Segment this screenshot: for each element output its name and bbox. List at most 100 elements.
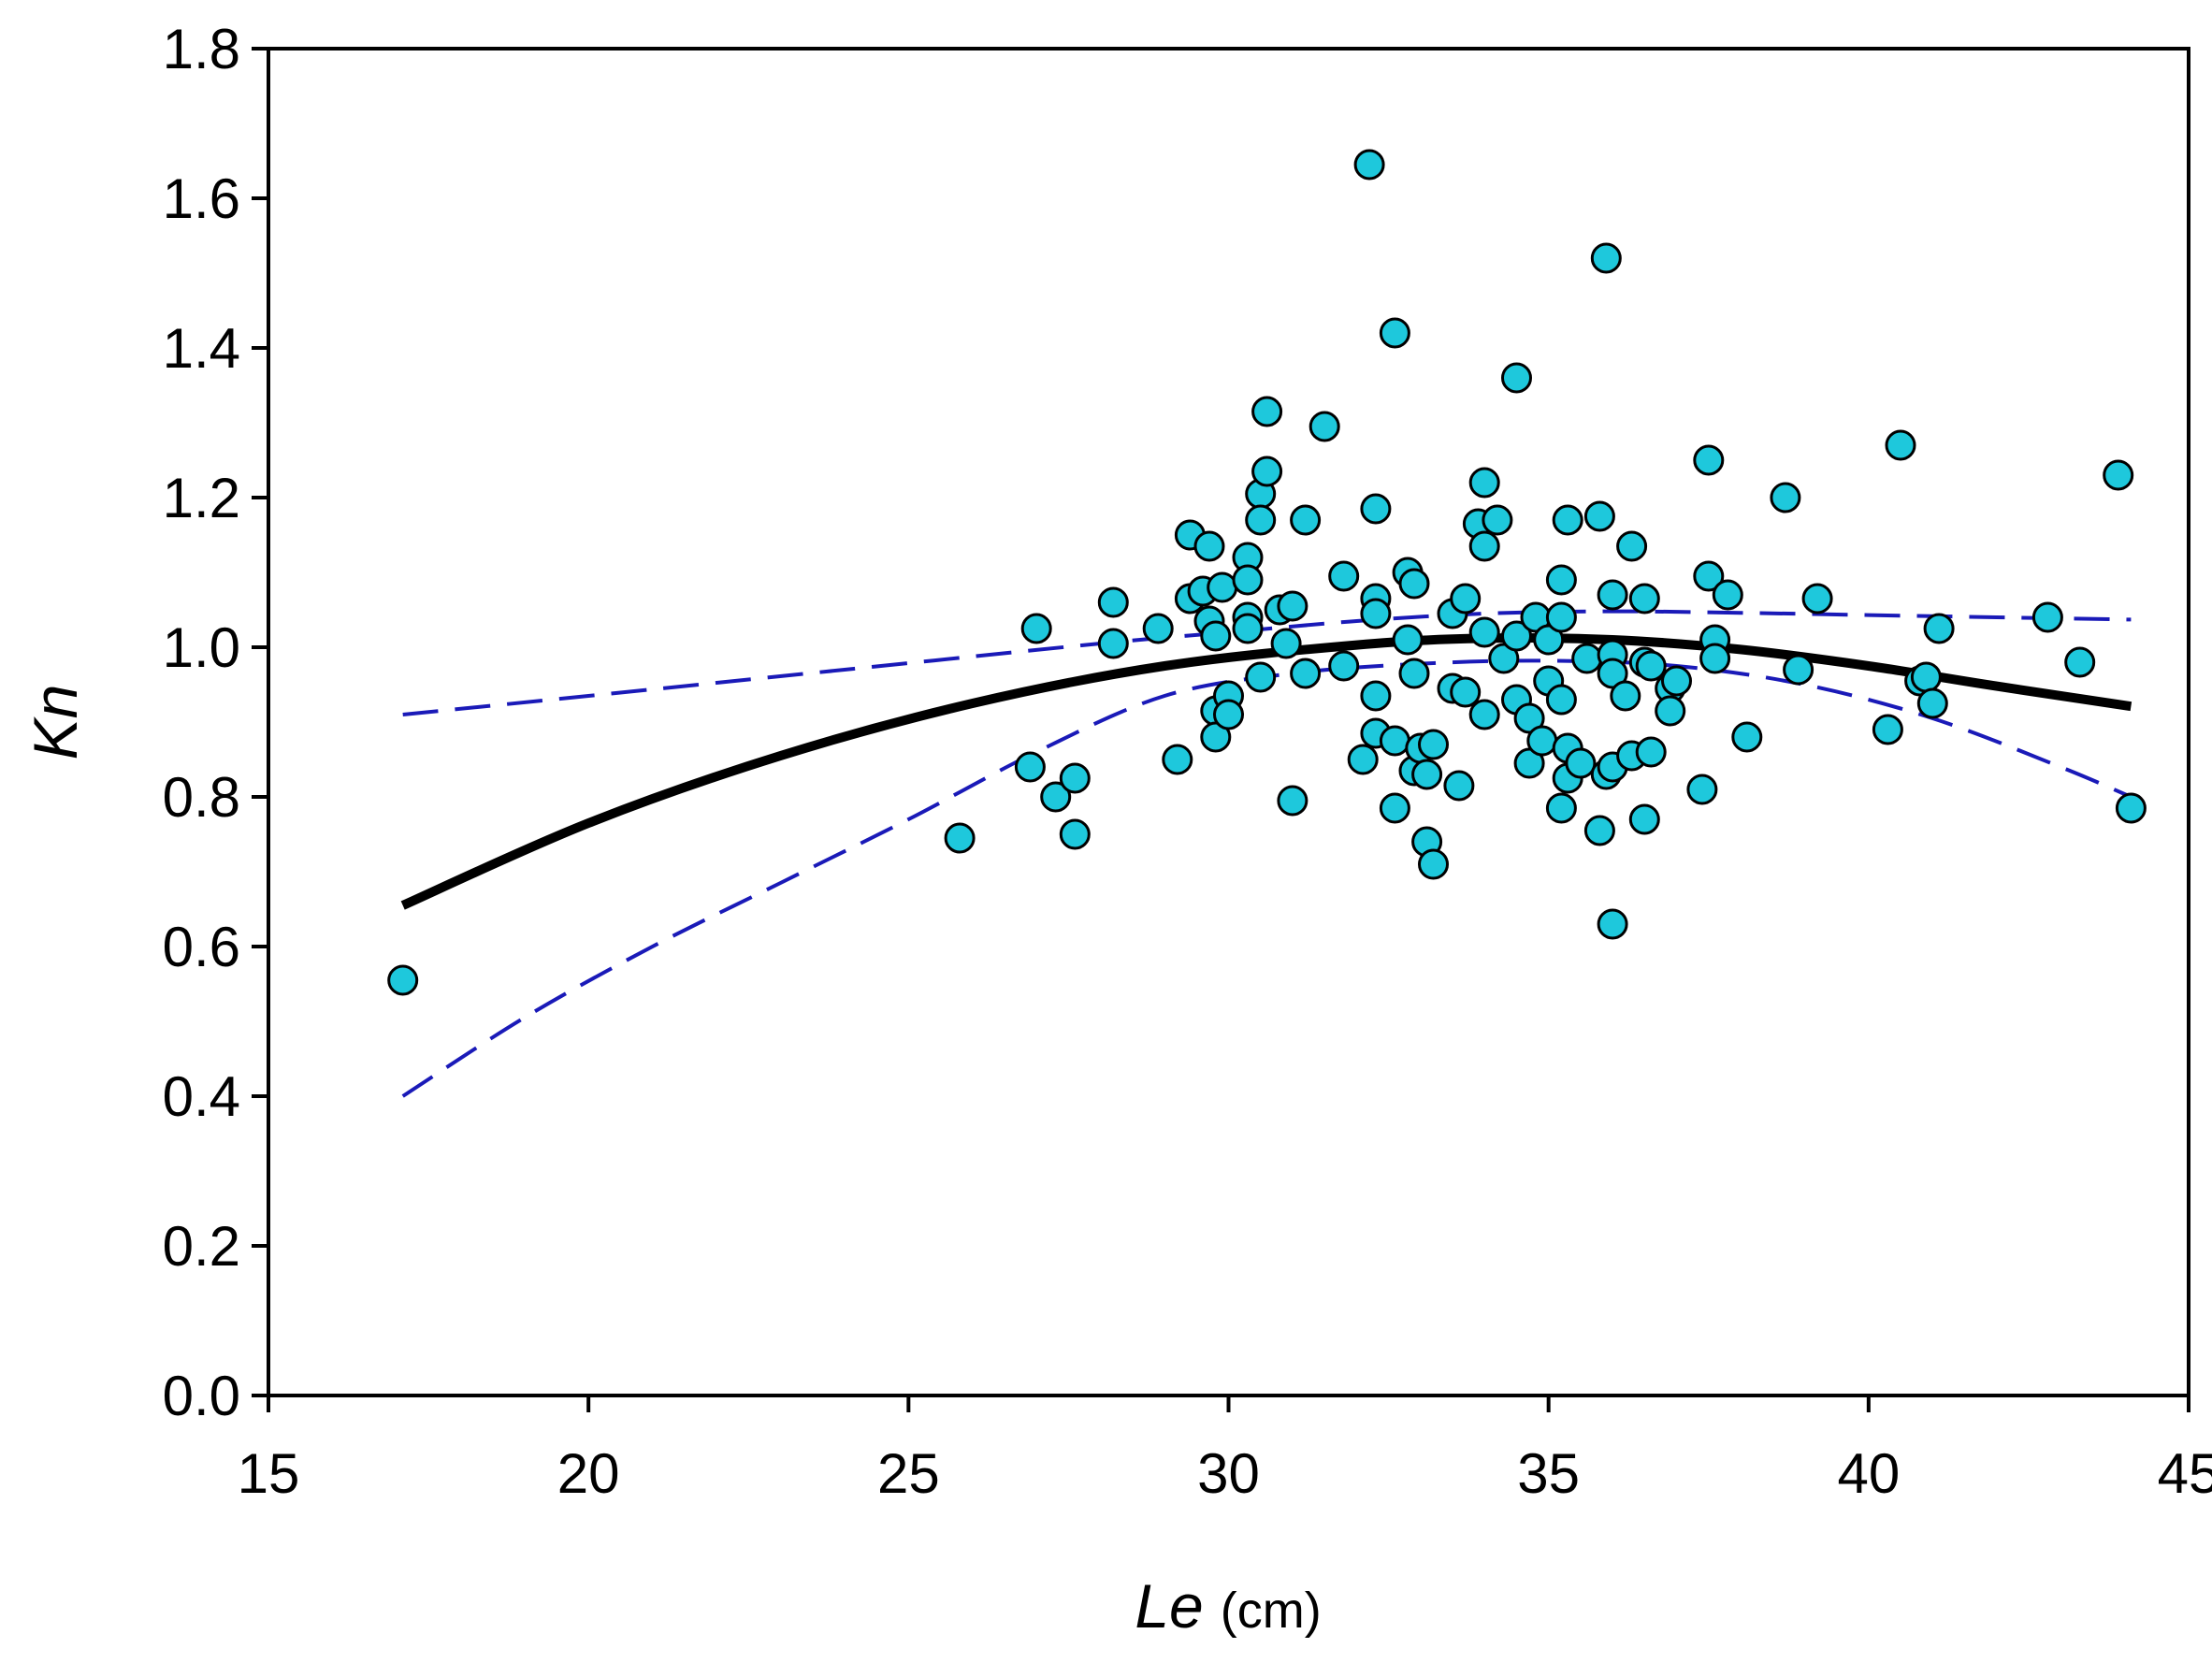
data-point — [1398, 658, 1430, 689]
data-point — [1686, 774, 1718, 805]
y-tick-label: 0.0 — [163, 1365, 240, 1427]
data-point — [1501, 362, 1532, 394]
y-tick-label: 0.6 — [163, 916, 240, 978]
data-point — [1245, 504, 1277, 536]
data-point — [1661, 665, 1692, 697]
data-point — [1251, 456, 1283, 487]
data-point — [1142, 613, 1174, 644]
data-point — [1545, 792, 1577, 824]
data-point — [1392, 624, 1424, 656]
data-point — [1418, 729, 1449, 760]
data-point — [1468, 616, 1500, 648]
data-point — [944, 822, 976, 854]
data-point — [1597, 908, 1628, 940]
data-point — [1571, 643, 1603, 674]
data-point — [1207, 571, 1238, 603]
data-point — [1468, 530, 1500, 562]
data-point — [1482, 504, 1513, 536]
data-point — [1597, 579, 1628, 611]
data-point — [1468, 467, 1500, 499]
data-point — [2103, 459, 2134, 491]
data-point — [1290, 504, 1322, 536]
data-point — [1628, 803, 1660, 835]
data-point — [1398, 568, 1430, 600]
data-point — [1097, 628, 1129, 659]
data-point — [1552, 504, 1583, 536]
data-point — [1801, 583, 1833, 615]
data-point — [1910, 661, 1942, 693]
data-point — [1501, 620, 1532, 652]
data-point — [1270, 628, 1302, 659]
data-point — [1193, 530, 1225, 562]
data-point — [2115, 792, 2147, 824]
data-point — [1232, 564, 1264, 596]
y-tick-label: 1.0 — [163, 616, 240, 679]
x-axis-title: Le (cm) — [1135, 1571, 1321, 1641]
data-point — [1635, 736, 1667, 768]
data-point — [2064, 646, 2096, 678]
data-point — [1616, 530, 1648, 562]
data-point — [1162, 744, 1193, 775]
data-point — [1328, 560, 1360, 592]
data-point — [1545, 684, 1577, 716]
data-point — [2031, 601, 2063, 633]
data-point — [1565, 747, 1597, 779]
x-tick-label: 25 — [877, 1442, 940, 1505]
data-point — [1693, 444, 1725, 476]
data-point — [1583, 815, 1615, 846]
data-point — [1731, 721, 1763, 753]
y-tick-label: 1.4 — [163, 317, 240, 380]
data-point — [1360, 680, 1392, 712]
data-point — [1610, 680, 1641, 712]
x-tick-label: 15 — [238, 1442, 300, 1505]
data-point — [1097, 586, 1129, 618]
data-point — [1418, 848, 1449, 880]
data-point — [1450, 583, 1482, 615]
data-point — [1872, 714, 1903, 745]
data-point — [1347, 744, 1379, 775]
data-point — [1583, 500, 1615, 532]
data-point — [1526, 725, 1558, 757]
data-point — [1443, 770, 1475, 802]
data-point — [1379, 725, 1410, 757]
data-point — [1308, 411, 1340, 442]
y-tick-label: 0.8 — [163, 766, 240, 829]
data-point — [1020, 613, 1052, 644]
data-point — [1628, 583, 1660, 615]
data-point — [1770, 482, 1801, 513]
data-point — [1590, 242, 1622, 274]
y-axis-label: Kn — [21, 685, 90, 760]
data-point — [1916, 687, 1948, 719]
data-point — [1450, 676, 1482, 708]
data-point — [1245, 661, 1277, 693]
data-point — [1693, 560, 1725, 592]
data-point — [1360, 493, 1392, 525]
data-point — [1699, 643, 1731, 674]
data-point — [1213, 699, 1244, 730]
data-point — [1277, 590, 1308, 622]
data-point — [1655, 695, 1686, 727]
data-point — [1290, 658, 1322, 689]
x-axis: 15 20 25 30 35 40 45 — [238, 1395, 2212, 1505]
x-tick-label: 35 — [1517, 1442, 1580, 1505]
x-tick-label: 30 — [1197, 1442, 1260, 1505]
lower-confidence-band — [401, 658, 2132, 1098]
data-point — [1360, 598, 1392, 629]
y-tick-label: 1.6 — [163, 167, 240, 230]
data-point — [1885, 429, 1916, 461]
x-tick-label: 40 — [1837, 1442, 1900, 1505]
y-tick-label: 1.8 — [163, 18, 240, 80]
y-axis: 0.0 0.2 0.4 0.6 0.8 1.0 1.2 1.4 1.6 1.8 — [163, 18, 268, 1427]
data-point — [1783, 654, 1814, 686]
data-points — [387, 149, 2147, 996]
x-tick-label: 20 — [557, 1442, 620, 1505]
data-point — [1277, 785, 1308, 817]
x-axis-label: Le — [1135, 1571, 1203, 1641]
data-point — [1923, 613, 1955, 644]
data-point — [1014, 751, 1046, 783]
x-axis-unit: (cm) — [1221, 1583, 1322, 1639]
data-point — [1411, 759, 1443, 790]
upper-confidence-band — [402, 609, 2132, 716]
data-point — [1635, 650, 1667, 682]
